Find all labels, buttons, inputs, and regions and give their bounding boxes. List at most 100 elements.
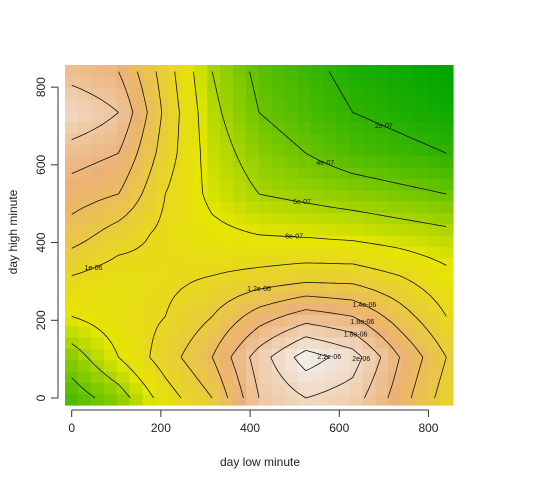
- contour-label: 2e-06: [352, 356, 370, 363]
- heat-cell: [440, 382, 454, 395]
- heat-cell: [155, 121, 170, 134]
- heat-cell: [181, 167, 195, 179]
- x-tick-label: 0: [68, 421, 75, 435]
- heat-cell: [362, 99, 376, 111]
- heat-cell: [375, 167, 389, 179]
- heat-cell: [181, 280, 195, 293]
- heat-cell: [90, 382, 105, 395]
- heat-cell: [440, 280, 454, 293]
- heat-cell: [181, 371, 195, 383]
- heat-cell: [103, 359, 118, 372]
- heat-cell: [246, 371, 260, 383]
- heat-cell: [116, 189, 131, 202]
- heat-cell: [207, 65, 221, 77]
- contour-line: [71, 71, 424, 399]
- heat-cell: [65, 371, 79, 383]
- heat-cell: [414, 121, 428, 134]
- heat-cell: [336, 167, 351, 179]
- heat-cell: [103, 291, 118, 304]
- heat-cell: [129, 65, 144, 77]
- heat-cell: [116, 348, 131, 361]
- heat-cell: [142, 223, 157, 236]
- heat-cell: [375, 359, 389, 372]
- heat-cell: [284, 393, 299, 406]
- y-tick-label: 400: [34, 232, 48, 252]
- heat-cell: [375, 382, 389, 395]
- heat-cell: [388, 303, 402, 315]
- heat-cell: [349, 87, 364, 100]
- heat-cell: [284, 133, 299, 145]
- heat-cell: [310, 371, 325, 383]
- heat-cell: [207, 359, 221, 372]
- heat-cell: [207, 382, 221, 395]
- heat-cell: [440, 291, 454, 304]
- heat-cell: [194, 65, 208, 77]
- heat-cell: [90, 189, 105, 202]
- heat-cell: [388, 348, 402, 361]
- heat-cell: [388, 325, 402, 338]
- heat-cell: [220, 65, 234, 77]
- heat-cell: [142, 133, 157, 145]
- heat-cell: [388, 280, 402, 293]
- heat-cell: [142, 189, 157, 202]
- heat-cell: [65, 133, 79, 145]
- heat-cell: [259, 212, 273, 225]
- heat-cell: [388, 87, 402, 100]
- heat-cell: [129, 133, 144, 145]
- heat-cell: [362, 178, 376, 191]
- heat-cell: [388, 133, 402, 145]
- heat-cell: [414, 178, 428, 191]
- heat-cell: [401, 325, 415, 338]
- heat-cell: [401, 167, 415, 179]
- heat-cell: [207, 167, 221, 179]
- heat-cell: [103, 280, 118, 293]
- heat-cell: [349, 246, 364, 259]
- heat-cell: [220, 359, 234, 372]
- heat-cell: [116, 121, 131, 134]
- heat-cell: [103, 87, 118, 100]
- heat-cell: [271, 280, 286, 293]
- heat-cell: [142, 291, 157, 304]
- heat-cell: [155, 359, 170, 372]
- heat-cell: [349, 178, 364, 191]
- heat-cell: [233, 348, 247, 361]
- heat-cell: [440, 178, 454, 191]
- heat-cell: [284, 99, 299, 111]
- heat-cell: [401, 87, 415, 100]
- heat-cell: [103, 65, 118, 77]
- heat-cell: [349, 155, 364, 168]
- heat-cell: [207, 337, 221, 349]
- heat-cell: [375, 371, 389, 383]
- heat-cell: [116, 359, 131, 372]
- heat-cell: [90, 303, 105, 315]
- heat-cell: [233, 303, 247, 315]
- heat-cell: [440, 133, 454, 145]
- heat-cell: [116, 201, 131, 213]
- heat-cell: [194, 359, 208, 372]
- heat-cell: [440, 99, 454, 111]
- heat-cell: [103, 246, 118, 259]
- heat-cell: [90, 314, 105, 327]
- heat-cell: [440, 167, 454, 179]
- heat-cell: [284, 348, 299, 361]
- heat-cell: [129, 269, 144, 281]
- heat-cell: [65, 303, 79, 315]
- heat-cell: [142, 99, 157, 111]
- heat-cell: [297, 303, 312, 315]
- heat-cell: [181, 110, 195, 123]
- heat-cell: [220, 337, 234, 349]
- heat-cell: [271, 303, 286, 315]
- heat-cell: [207, 76, 221, 89]
- heat-cell: [77, 291, 92, 304]
- contour-label: 4e-07: [316, 160, 334, 167]
- heat-cell: [362, 144, 376, 157]
- heat-cell: [414, 382, 428, 395]
- heat-cell: [388, 291, 402, 304]
- heat-cell: [440, 337, 454, 349]
- heat-cell: [271, 359, 286, 372]
- heat-cell: [414, 144, 428, 157]
- heat-cell: [77, 325, 92, 338]
- heat-cell: [375, 223, 389, 236]
- heat-cell: [310, 246, 325, 259]
- heat-cell: [142, 280, 157, 293]
